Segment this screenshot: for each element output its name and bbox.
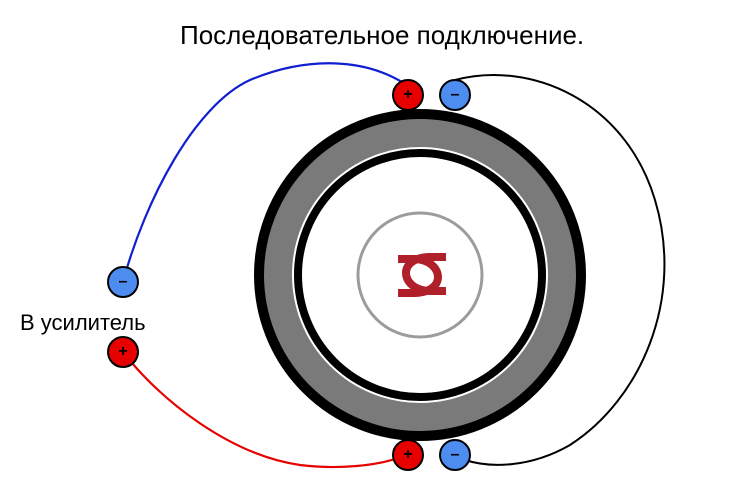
minus-icon: –: [119, 274, 128, 290]
terminal-top-minus: –: [439, 79, 471, 111]
speaker-center-ring: [358, 213, 482, 337]
plus-icon: +: [118, 344, 127, 360]
speaker-outer-black: [260, 115, 580, 435]
minus-icon: –: [451, 447, 460, 463]
plus-icon: +: [403, 87, 412, 103]
speaker-layer: [0, 0, 750, 500]
diagram-title: Последовательное подключение.: [180, 20, 584, 51]
wire-black: [455, 75, 664, 465]
diagram-canvas: Последовательное подключение. В усилител…: [0, 0, 750, 500]
terminal-amp-minus: –: [107, 266, 139, 298]
speaker-inner-black: [298, 153, 542, 397]
terminal-top-plus: +: [392, 79, 424, 111]
amplifier-label: В усилитель: [20, 310, 146, 336]
logo-icon: [398, 253, 446, 297]
minus-icon: –: [451, 87, 460, 103]
wire-blue: [123, 63, 402, 282]
speaker: [260, 115, 580, 435]
wire-red: [123, 352, 398, 467]
wire-layer: [0, 0, 750, 500]
terminal-amp-plus: +: [107, 336, 139, 368]
terminal-bottom-minus: –: [439, 439, 471, 471]
speaker-grey-ring: [278, 133, 562, 417]
plus-icon: +: [403, 447, 412, 463]
terminal-bottom-plus: +: [392, 439, 424, 471]
